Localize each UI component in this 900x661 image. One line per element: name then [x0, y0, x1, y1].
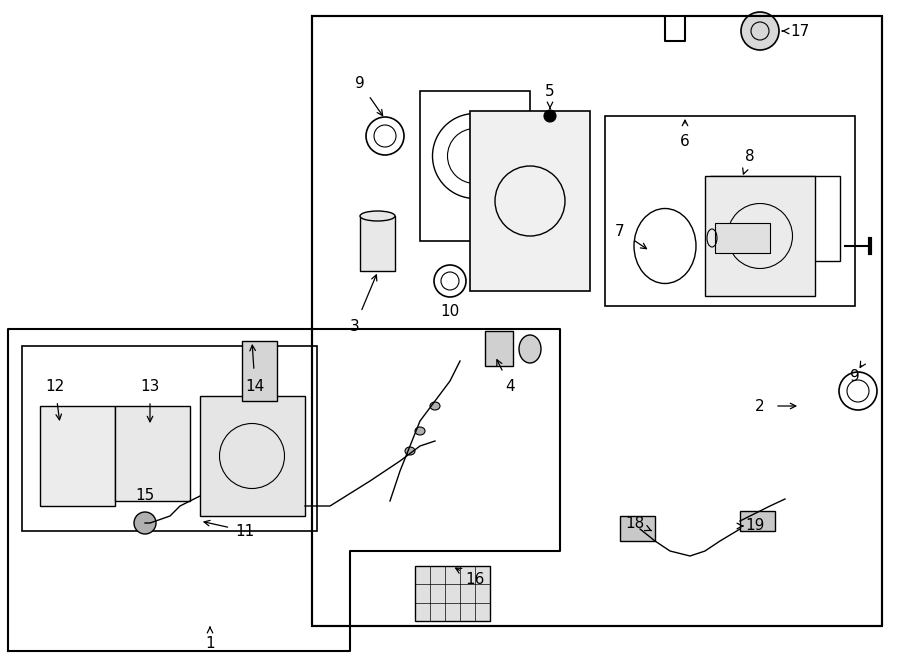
- Bar: [740, 511, 775, 531]
- Text: 9: 9: [356, 75, 364, 91]
- Text: 2: 2: [755, 399, 765, 414]
- Text: 11: 11: [236, 524, 255, 539]
- Text: 1: 1: [205, 635, 215, 650]
- Text: 5: 5: [545, 83, 554, 98]
- Text: 9: 9: [850, 368, 860, 383]
- Text: 10: 10: [440, 303, 460, 319]
- Bar: [705, 176, 815, 296]
- Text: 13: 13: [140, 379, 159, 393]
- Text: 18: 18: [626, 516, 644, 531]
- Bar: [415, 566, 490, 621]
- Bar: [620, 516, 655, 541]
- Ellipse shape: [143, 434, 157, 448]
- Bar: [360, 216, 395, 271]
- Ellipse shape: [405, 447, 415, 455]
- Bar: [710, 176, 840, 261]
- Text: 16: 16: [465, 572, 485, 586]
- Bar: [200, 396, 305, 516]
- Text: 17: 17: [790, 24, 810, 38]
- Text: 15: 15: [135, 488, 155, 504]
- Text: 12: 12: [45, 379, 65, 393]
- Bar: [22, 346, 317, 531]
- Bar: [715, 223, 770, 253]
- Bar: [242, 341, 277, 401]
- Text: 3: 3: [350, 319, 360, 334]
- Bar: [470, 111, 590, 291]
- Bar: [115, 406, 190, 501]
- Text: 4: 4: [505, 379, 515, 393]
- Ellipse shape: [741, 12, 779, 50]
- Bar: [420, 91, 530, 241]
- Bar: [485, 331, 513, 366]
- Ellipse shape: [360, 211, 395, 221]
- Text: 6: 6: [680, 134, 690, 149]
- Text: 8: 8: [745, 149, 755, 163]
- Ellipse shape: [544, 110, 556, 122]
- Bar: [605, 116, 855, 306]
- Bar: [312, 16, 882, 626]
- Text: 19: 19: [745, 518, 765, 533]
- Ellipse shape: [51, 432, 69, 450]
- Ellipse shape: [430, 402, 440, 410]
- Ellipse shape: [134, 512, 156, 534]
- Bar: [40, 406, 115, 506]
- Ellipse shape: [415, 427, 425, 435]
- Text: 14: 14: [246, 379, 265, 393]
- Text: 7: 7: [616, 223, 625, 239]
- Ellipse shape: [519, 335, 541, 363]
